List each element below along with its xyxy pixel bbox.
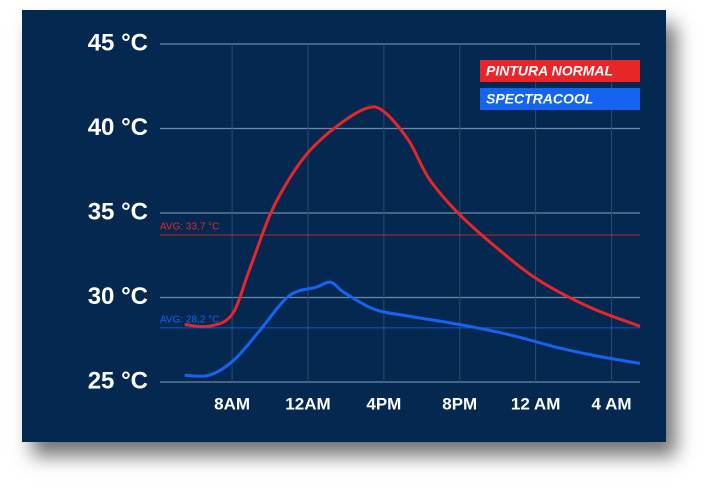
legend-label: PINTURA NORMAL	[486, 63, 613, 79]
x-tick-label: 12AM	[285, 394, 330, 413]
x-tick-label: 12 AM	[511, 394, 560, 413]
y-tick-label: 45 °C	[88, 29, 148, 56]
average-label: AVG: 28,2 °C	[160, 315, 219, 326]
series-line	[184, 105, 641, 329]
x-tick-label: 8PM	[442, 394, 477, 413]
legend-label: SPECTRACOOL	[486, 91, 593, 107]
series-line	[184, 280, 641, 378]
legend-swatch	[480, 60, 640, 82]
x-tick-label: 4 AM	[592, 394, 632, 413]
x-tick-label: 8AM	[214, 394, 250, 413]
y-tick-label: 35 °C	[88, 198, 148, 225]
average-label: AVG: 33,7 °C	[160, 222, 219, 233]
legend-swatch	[480, 88, 640, 110]
y-tick-label: 25 °C	[88, 367, 148, 394]
y-tick-label: 40 °C	[88, 114, 148, 141]
x-tick-label: 4PM	[366, 394, 401, 413]
y-tick-label: 30 °C	[88, 283, 148, 310]
